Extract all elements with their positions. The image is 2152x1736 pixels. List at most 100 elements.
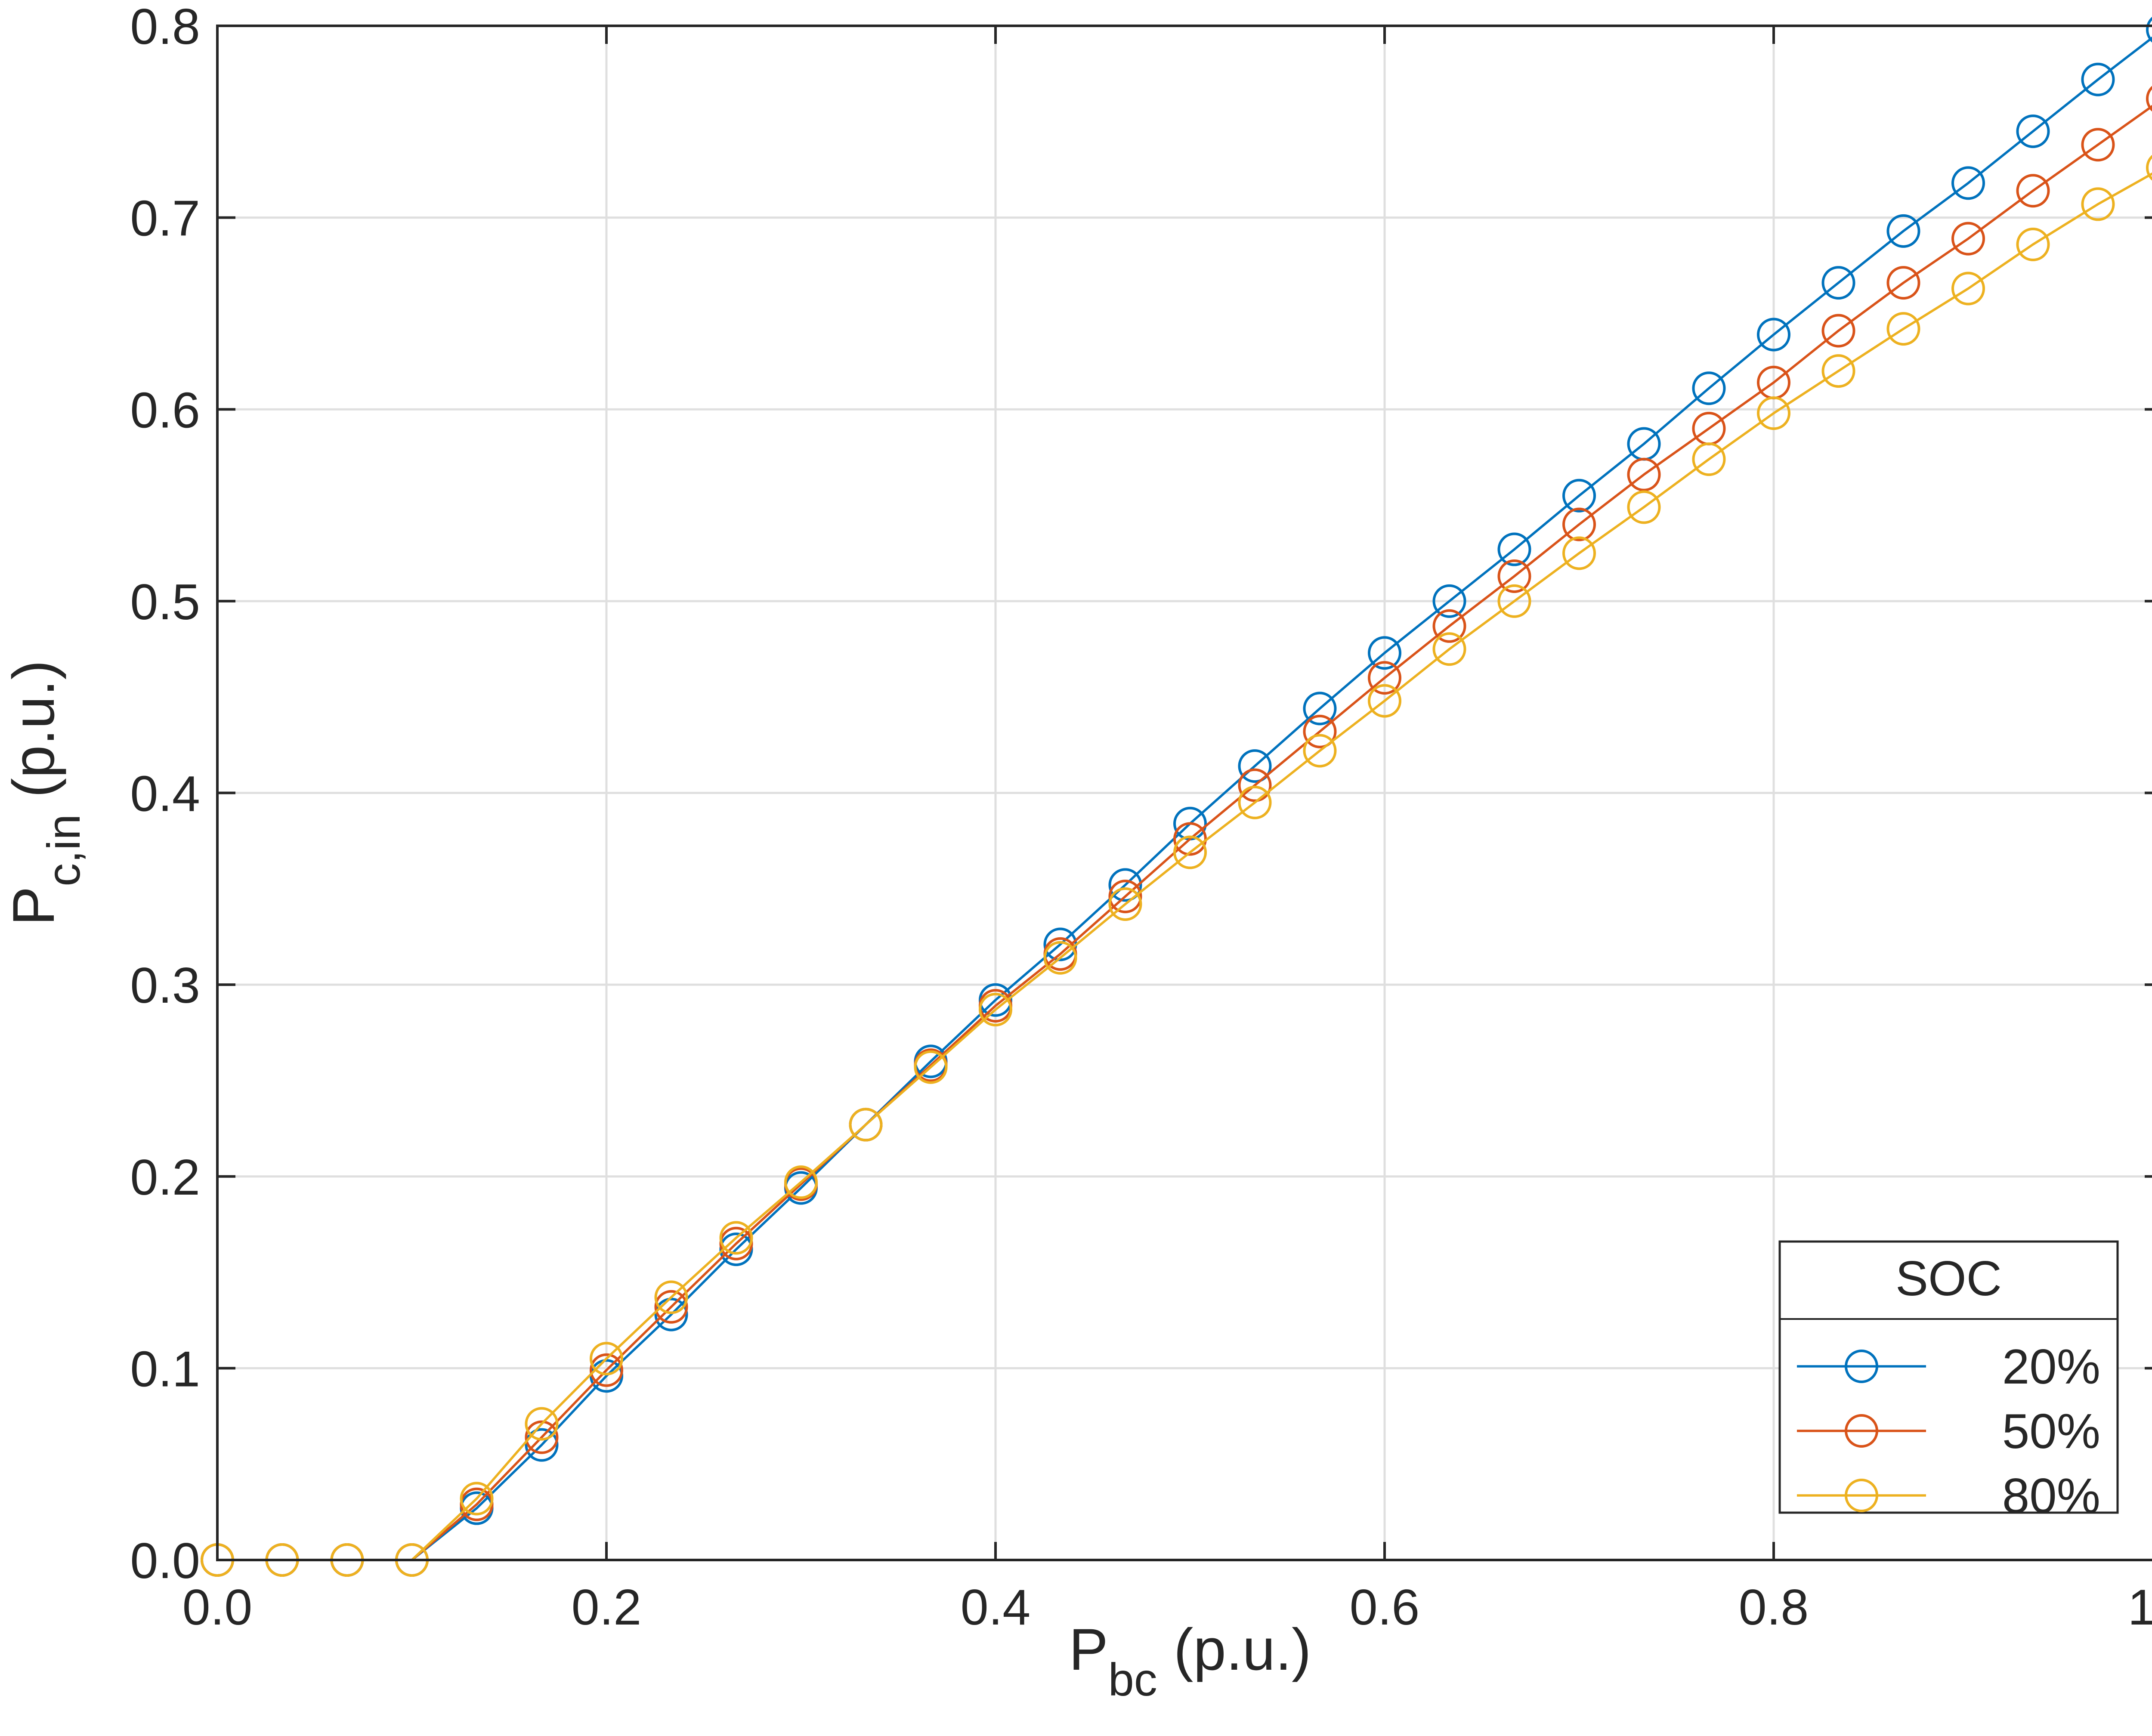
legend-marker: [1845, 1350, 1878, 1383]
x-axis-label-main: P: [1069, 1617, 1108, 1683]
data-point: [1173, 835, 1207, 869]
data-point: [525, 1407, 559, 1441]
data-point: [1303, 734, 1337, 768]
x-axis-label: Pbc (p.u.): [1069, 1617, 1311, 1705]
data-point: [849, 1108, 883, 1142]
x-tick-label: 0.0: [182, 1579, 253, 1635]
data-point: [1951, 272, 1985, 306]
data-point: [2146, 86, 2152, 112]
data-point: [2081, 62, 2115, 96]
data-point: [2016, 228, 2050, 262]
data-point: [1108, 868, 1142, 902]
data-point: [1692, 371, 1726, 405]
data-point: [1886, 312, 1920, 346]
data-point: [1432, 632, 1466, 666]
series-line: [217, 172, 2152, 1561]
y-tick-label: 0.0: [130, 1532, 200, 1589]
x-tick-label: 0.8: [1739, 1579, 1809, 1635]
legend-entry-2: 80%: [1797, 1469, 2100, 1523]
data-point: [2146, 16, 2152, 43]
data-point: [1562, 507, 1596, 541]
data-point: [1238, 768, 1272, 802]
legend-label: 20%: [2002, 1340, 2100, 1394]
x-tick-label: 0.4: [961, 1579, 1031, 1635]
y-tick-label: 0.4: [130, 766, 200, 822]
legend-entry-1: 50%: [1797, 1404, 2100, 1459]
x-tick-label: 0.6: [1350, 1579, 1420, 1635]
data-point: [2016, 114, 2050, 148]
data-point: [1627, 490, 1661, 524]
y-tick-label: 0.2: [130, 1149, 200, 1205]
x-axis-label-sub: bc: [1108, 1653, 1157, 1705]
data-point: [1497, 559, 1531, 593]
data-point: [1886, 214, 1920, 248]
data-point: [654, 1280, 688, 1314]
y-tick-label: 0.7: [130, 190, 200, 247]
legend-title: SOC: [1895, 1251, 2002, 1306]
grid: [217, 26, 2152, 1560]
series-line: [217, 105, 2152, 1561]
data-point: [1432, 584, 1466, 618]
data-point: [2016, 174, 2050, 208]
legend-marker: [1845, 1414, 1878, 1448]
data-point: [1757, 396, 1790, 430]
data-point: [590, 1342, 623, 1376]
data-point: [784, 1165, 818, 1199]
data-point: [1886, 266, 1920, 300]
series-2: [201, 154, 2152, 1577]
data-point: [719, 1221, 753, 1255]
data-point: [460, 1482, 494, 1516]
data-point: [1627, 457, 1661, 491]
data-point: [1043, 941, 1077, 975]
y-axis-label-suffix: (p.u.): [1, 660, 67, 814]
y-tick-label: 0.3: [130, 957, 200, 1013]
data-point: [1238, 785, 1272, 819]
data-point: [654, 1297, 688, 1331]
data-point: [1562, 536, 1596, 570]
data-point: [1692, 442, 1726, 476]
x-tick-label: 0.2: [572, 1579, 642, 1635]
y-axis-label-main: P: [1, 887, 67, 926]
legend-marker: [1845, 1479, 1878, 1512]
legend-box: [1778, 1240, 2119, 1514]
data-point: [1108, 880, 1142, 914]
data-point: [1238, 749, 1272, 783]
y-axis-label-sub: c,in: [37, 814, 90, 887]
data-point: [525, 1428, 559, 1462]
data-point: [1497, 584, 1531, 618]
legend-label: 50%: [2002, 1404, 2100, 1459]
legend-label: 80%: [2002, 1469, 2100, 1523]
y-axis-label: Pc,in (p.u.): [1, 660, 90, 926]
data-point: [1432, 609, 1466, 643]
data-point: [1497, 532, 1531, 566]
data-point: [1368, 661, 1401, 695]
data-point: [1951, 222, 1985, 256]
data-point: [1303, 714, 1337, 748]
data-point: [1757, 318, 1790, 352]
data-point: [654, 1290, 688, 1324]
data-point: [2081, 128, 2115, 162]
data-point: [2146, 154, 2152, 181]
data-point: [1108, 887, 1142, 921]
data-point: [914, 1050, 948, 1084]
data-point: [1303, 692, 1337, 726]
y-tick-label: 0.8: [130, 0, 200, 55]
legend-entry-0: 20%: [1797, 1340, 2100, 1394]
y-tick-label: 0.6: [130, 382, 200, 438]
series-group: [201, 16, 2152, 1577]
data-point: [1368, 636, 1401, 670]
y-tick-label: 0.1: [130, 1341, 200, 1397]
data-point: [979, 993, 1012, 1027]
data-point: [1368, 684, 1401, 718]
data-point: [525, 1420, 559, 1454]
x-axis-label-suffix: (p.u.): [1157, 1617, 1311, 1683]
data-point: [1951, 166, 1985, 200]
data-point: [1821, 354, 1855, 388]
x-tick-label: 1.0: [2128, 1579, 2152, 1635]
y-tick-label: 0.5: [130, 574, 200, 630]
data-point: [2081, 187, 2115, 221]
data-point: [1821, 314, 1855, 348]
